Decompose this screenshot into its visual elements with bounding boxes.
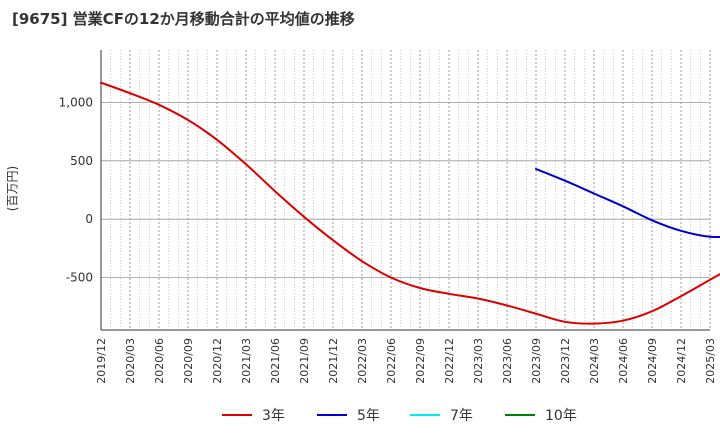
legend-label-7y: 7年 bbox=[450, 408, 473, 424]
series-line-0 bbox=[100, 81, 720, 325]
x-tick-label: 2021/09 bbox=[298, 338, 311, 384]
x-tick-label: 2020/06 bbox=[153, 338, 166, 384]
chart-title: [9675] 営業CFの12か月移動合計の平均値の推移 bbox=[12, 10, 355, 28]
legend-swatch-3y bbox=[222, 414, 252, 416]
legend-item-10y: 10年 bbox=[505, 404, 577, 426]
x-tick-label: 2024/12 bbox=[675, 338, 688, 384]
x-tick-label: 2024/03 bbox=[588, 338, 601, 384]
x-tick-label: 2022/09 bbox=[414, 338, 427, 384]
y-tick-label: 1,000 bbox=[59, 96, 93, 110]
x-tick-label: 2021/06 bbox=[269, 338, 282, 384]
x-tick-label: 2020/09 bbox=[182, 338, 195, 384]
x-tick-label: 2024/06 bbox=[617, 338, 630, 384]
y-tick-label: -500 bbox=[66, 271, 93, 285]
x-tick-label: 2023/03 bbox=[472, 338, 485, 384]
legend-label-3y: 3年 bbox=[262, 408, 285, 424]
legend-swatch-10y bbox=[505, 414, 535, 416]
x-tick-label: 2025/03 bbox=[704, 338, 717, 384]
legend-swatch-7y bbox=[410, 414, 440, 416]
x-tick-label: 2023/09 bbox=[530, 338, 543, 384]
y-tick-label: 0 bbox=[85, 212, 93, 226]
line-chart: 2019/12 2020/03 2020/06 2020/09 2020/12 2021/… bbox=[59, 50, 720, 384]
series-line-1 bbox=[535, 168, 720, 239]
legend-item-5y: 5年 bbox=[317, 404, 380, 426]
chart-legend: 3年 5年 7年 10年 bbox=[0, 404, 720, 426]
legend-label-5y: 5年 bbox=[357, 408, 380, 424]
x-tick-label: 2021/03 bbox=[240, 338, 253, 384]
legend-item-3y: 3年 bbox=[222, 404, 285, 426]
y-tick-label: 500 bbox=[70, 154, 93, 168]
x-tick-label: 2024/09 bbox=[646, 338, 659, 384]
x-tick-label: 2023/06 bbox=[501, 338, 514, 384]
x-tick-label: 2021/12 bbox=[327, 338, 340, 384]
x-tick-label: 2023/12 bbox=[559, 338, 572, 384]
x-tick-label: 2022/12 bbox=[443, 338, 456, 384]
x-tick-label: 2020/03 bbox=[124, 338, 137, 384]
x-tick-label: 2020/12 bbox=[211, 338, 224, 384]
x-tick-label: 2022/03 bbox=[356, 338, 369, 384]
legend-swatch-5y bbox=[317, 414, 347, 416]
x-tick-label: 2022/06 bbox=[385, 338, 398, 384]
x-tick-label: 2019/12 bbox=[95, 338, 108, 384]
legend-item-7y: 7年 bbox=[410, 404, 473, 426]
legend-label-10y: 10年 bbox=[545, 408, 577, 424]
